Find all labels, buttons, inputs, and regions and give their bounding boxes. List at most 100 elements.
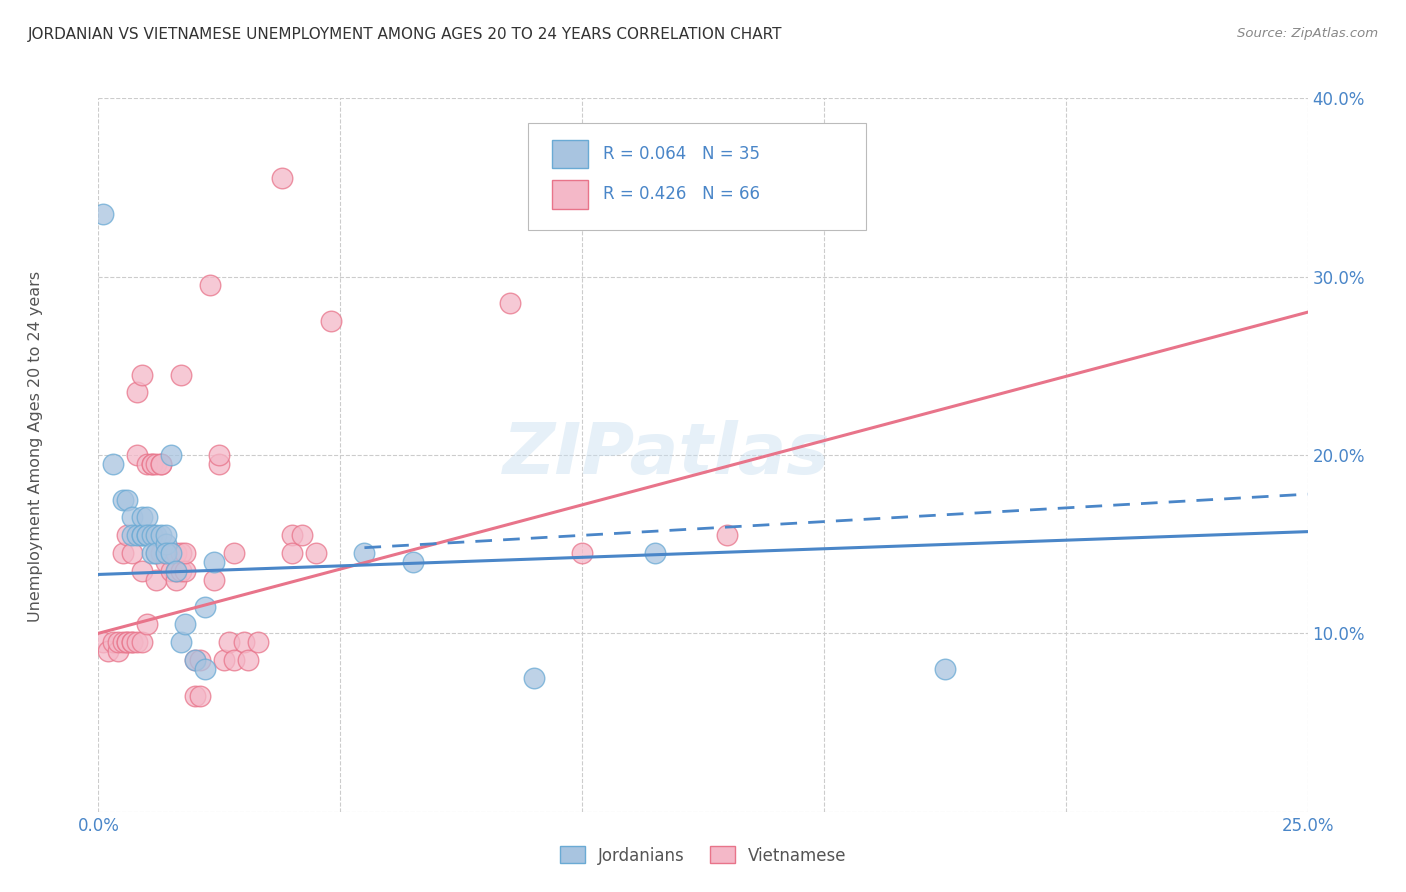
Point xyxy=(169,368,191,382)
Point xyxy=(101,635,124,649)
Point xyxy=(135,528,157,542)
Point xyxy=(150,457,173,471)
Point xyxy=(117,492,139,507)
Point xyxy=(111,635,134,649)
Point xyxy=(222,653,245,667)
Point xyxy=(204,555,226,569)
Point xyxy=(145,573,167,587)
Point xyxy=(155,546,177,560)
Point xyxy=(353,546,375,560)
Point xyxy=(198,278,221,293)
Point xyxy=(165,564,187,578)
Point xyxy=(165,564,187,578)
Point xyxy=(232,635,254,649)
Point xyxy=(141,528,163,542)
Point xyxy=(131,528,153,542)
Point xyxy=(145,457,167,471)
Bar xyxy=(551,180,588,209)
Point xyxy=(204,573,226,587)
Point xyxy=(101,457,124,471)
Text: ZIPatlas: ZIPatlas xyxy=(503,420,831,490)
Point xyxy=(91,635,114,649)
Point xyxy=(117,528,139,542)
Point xyxy=(141,528,163,542)
Point xyxy=(716,528,738,542)
FancyBboxPatch shape xyxy=(527,123,866,230)
Point xyxy=(117,635,139,649)
Point xyxy=(644,546,666,560)
Point xyxy=(194,662,217,676)
Point xyxy=(150,546,173,560)
Point xyxy=(121,546,143,560)
Point xyxy=(160,448,183,462)
Point xyxy=(155,546,177,560)
Point xyxy=(212,653,235,667)
Point xyxy=(141,457,163,471)
Text: R = 0.064   N = 35: R = 0.064 N = 35 xyxy=(603,145,759,162)
Point xyxy=(281,546,304,560)
Point xyxy=(121,635,143,649)
Point xyxy=(305,546,328,560)
Point xyxy=(498,296,520,310)
Point xyxy=(131,528,153,542)
Point xyxy=(160,546,183,560)
Point xyxy=(523,671,546,685)
Point xyxy=(194,599,217,614)
Point xyxy=(184,653,207,667)
Point xyxy=(135,528,157,542)
Point xyxy=(107,635,129,649)
Point xyxy=(135,457,157,471)
Point xyxy=(238,653,260,667)
Point xyxy=(174,564,197,578)
Point xyxy=(141,546,163,560)
Point xyxy=(165,546,187,560)
Point xyxy=(184,653,207,667)
Point xyxy=(169,546,191,560)
Point xyxy=(319,314,342,328)
Point xyxy=(127,448,149,462)
Text: Source: ZipAtlas.com: Source: ZipAtlas.com xyxy=(1237,27,1378,40)
Point xyxy=(145,546,167,560)
Point xyxy=(117,635,139,649)
Point xyxy=(91,207,114,221)
Point xyxy=(165,573,187,587)
Bar xyxy=(551,139,588,168)
Point xyxy=(188,653,211,667)
Point xyxy=(97,644,120,658)
Text: R = 0.426   N = 66: R = 0.426 N = 66 xyxy=(603,186,759,203)
Point xyxy=(111,492,134,507)
Point xyxy=(155,537,177,551)
Point xyxy=(131,564,153,578)
Point xyxy=(160,546,183,560)
Point xyxy=(131,510,153,524)
Point xyxy=(141,457,163,471)
Point xyxy=(934,662,956,676)
Point xyxy=(145,546,167,560)
Point xyxy=(208,448,231,462)
Point xyxy=(155,555,177,569)
Point xyxy=(150,457,173,471)
Point xyxy=(131,368,153,382)
Point xyxy=(271,171,294,186)
Point xyxy=(290,528,312,542)
Point xyxy=(218,635,240,649)
Point xyxy=(121,528,143,542)
Point xyxy=(111,546,134,560)
Point xyxy=(121,510,143,524)
Point xyxy=(127,528,149,542)
Point xyxy=(160,564,183,578)
Point xyxy=(184,689,207,703)
Point xyxy=(169,635,191,649)
Point xyxy=(188,689,211,703)
Legend: Jordanians, Vietnamese: Jordanians, Vietnamese xyxy=(553,839,853,871)
Point xyxy=(135,617,157,632)
Point xyxy=(127,385,149,400)
Point xyxy=(247,635,270,649)
Point xyxy=(281,528,304,542)
Point xyxy=(222,546,245,560)
Point xyxy=(169,564,191,578)
Point xyxy=(174,546,197,560)
Point xyxy=(107,644,129,658)
Point xyxy=(131,635,153,649)
Point xyxy=(571,546,593,560)
